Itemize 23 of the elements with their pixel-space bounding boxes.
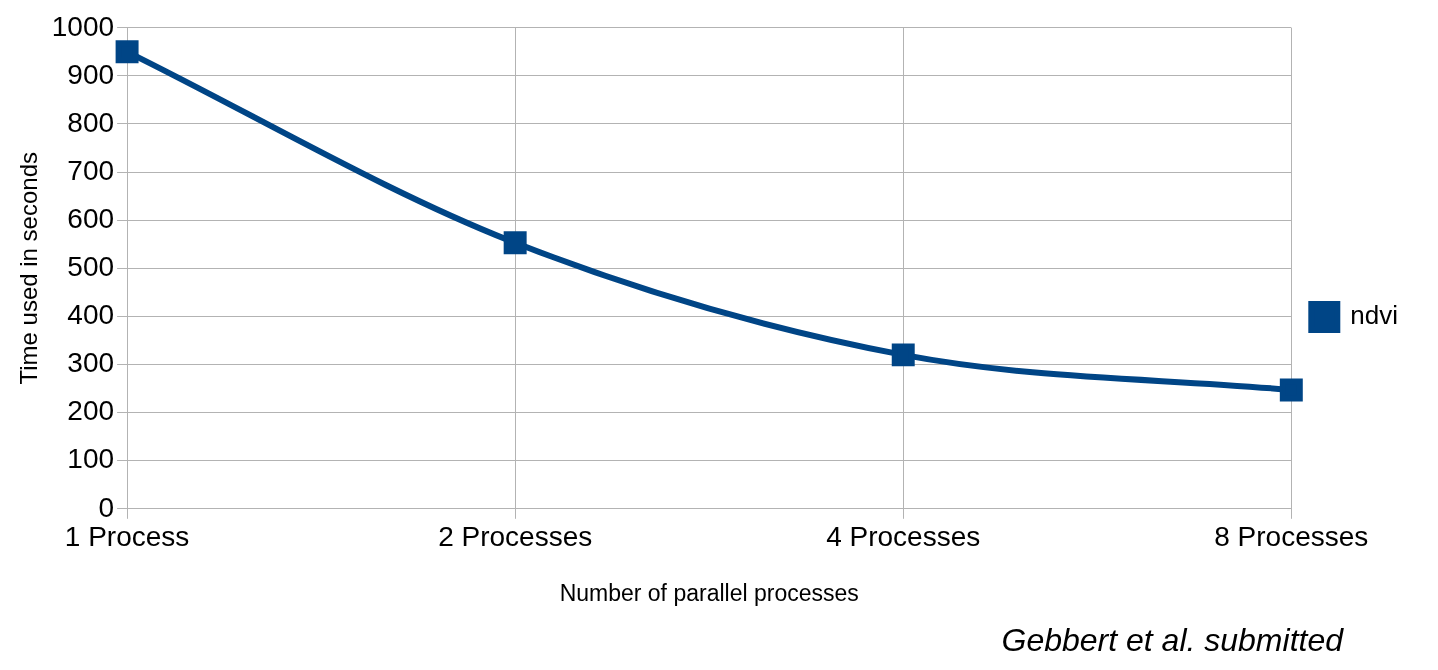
x-tick-label: 2 Processes <box>438 521 593 553</box>
x-tick-label: 4 Processes <box>826 521 981 553</box>
point <box>1279 378 1303 402</box>
y-tick-label: 800 <box>67 106 115 138</box>
text: Gebbert et al. submitted <box>1001 621 1345 658</box>
y-tick-label: 1000 <box>51 10 115 42</box>
x-tick-label: 8 Processes <box>1214 521 1369 553</box>
legend-label: ndvi <box>1350 300 1399 331</box>
x-tick-label: 1 Process <box>64 521 190 553</box>
point <box>891 343 915 367</box>
x-axis-title: Number of parallel processes <box>559 579 859 606</box>
y-axis-title: Time used in seconds <box>15 152 43 385</box>
y-tick-label: 700 <box>67 154 115 186</box>
point <box>115 40 139 64</box>
y-tick-label: 400 <box>67 299 115 331</box>
y-tick-label: 500 <box>67 251 115 283</box>
y-tick-label: 300 <box>67 347 115 379</box>
y-tick-label: 0 <box>98 491 115 523</box>
y-tick-label: 100 <box>67 443 115 475</box>
y-tick-label: 900 <box>67 58 115 90</box>
point <box>503 231 527 255</box>
y-tick-label: 600 <box>67 202 115 234</box>
y-tick-label: 200 <box>67 395 115 427</box>
